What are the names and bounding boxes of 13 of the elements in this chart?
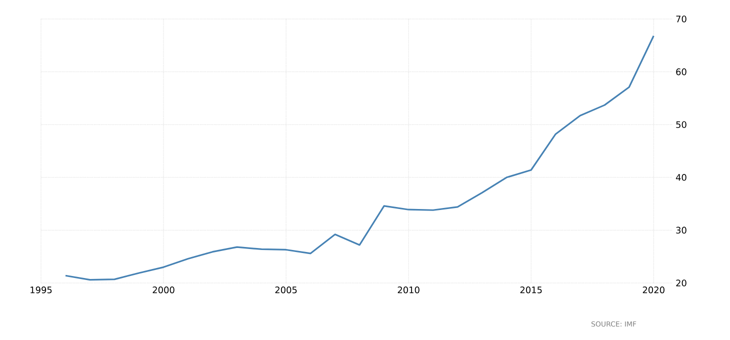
line-series — [64, 35, 654, 281]
y-tick-label: 30 — [676, 226, 686, 234]
x-tick-label: 2010 — [398, 286, 420, 294]
y-tick-label: 40 — [676, 174, 686, 181]
y-tick-label: 70 — [676, 16, 686, 22]
x-tick-label: 2020 — [642, 286, 664, 294]
y-tick-label: 20 — [676, 280, 686, 286]
y-tick-label: 60 — [676, 68, 686, 76]
x-tick-label: 2000 — [152, 286, 174, 294]
y-tick-label: 50 — [676, 121, 686, 128]
x-tick-label: 1995 — [30, 286, 52, 294]
x-tick-label: 2015 — [520, 286, 542, 294]
x-tick-label: 2005 — [275, 286, 297, 294]
